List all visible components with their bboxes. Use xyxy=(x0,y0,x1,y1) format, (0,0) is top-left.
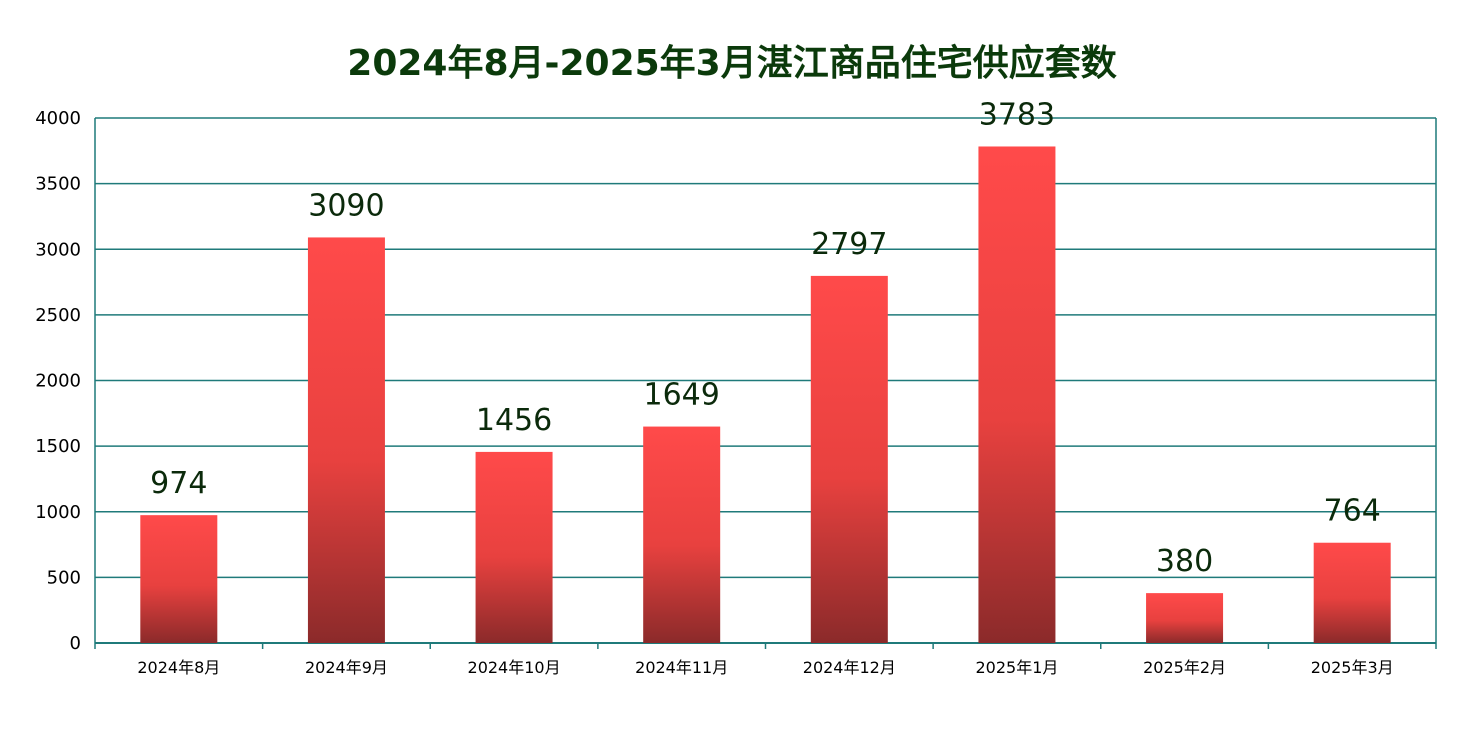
data-labels: 974 3090 1456 1649 2797 3783 380 764 xyxy=(150,97,1381,579)
data-label: 974 xyxy=(150,466,207,501)
bar xyxy=(978,146,1056,643)
x-tick-label: 2024年12月 xyxy=(803,658,896,677)
y-tick-label: 2000 xyxy=(35,371,81,392)
chart-title: 2024年8月-2025年3月湛江商品住宅供应套数 xyxy=(347,43,1117,84)
tick-labels: 0 500 1000 1500 2000 2500 3000 3500 4000 2024年8月 2… xyxy=(35,108,1393,677)
data-label: 764 xyxy=(1324,494,1381,529)
data-label: 1649 xyxy=(644,378,720,413)
data-label: 1456 xyxy=(476,403,552,438)
x-tick-label: 2025年2月 xyxy=(1143,658,1226,677)
y-tick-label: 0 xyxy=(70,633,81,654)
data-label: 380 xyxy=(1156,544,1213,579)
grid-lines xyxy=(95,117,1436,579)
data-label: 3090 xyxy=(308,188,384,223)
bar xyxy=(140,515,218,643)
bar xyxy=(1146,593,1224,643)
y-tick-label: 1500 xyxy=(35,436,81,457)
bar xyxy=(475,451,553,643)
bar xyxy=(1313,542,1391,643)
y-tick-label: 3000 xyxy=(35,239,81,260)
bars xyxy=(140,146,1391,643)
bar xyxy=(810,275,888,643)
x-tick-label: 2024年9月 xyxy=(305,658,388,677)
y-tick-label: 1000 xyxy=(35,502,81,523)
x-tick-label: 2024年8月 xyxy=(137,658,220,677)
y-tick-label: 2500 xyxy=(35,305,81,326)
bar xyxy=(643,426,721,643)
y-tick-label: 3500 xyxy=(35,174,81,195)
y-tick-label: 4000 xyxy=(35,108,81,129)
bar xyxy=(307,237,385,643)
x-tick-label: 2025年3月 xyxy=(1311,658,1394,677)
data-label: 3783 xyxy=(979,97,1055,132)
data-label: 2797 xyxy=(811,227,887,262)
x-tick-label: 2025年1月 xyxy=(975,658,1058,677)
axes xyxy=(94,118,1437,649)
x-tick-label: 2024年11月 xyxy=(635,658,728,677)
y-tick-label: 500 xyxy=(47,567,81,588)
x-tick-label: 2024年10月 xyxy=(468,658,561,677)
